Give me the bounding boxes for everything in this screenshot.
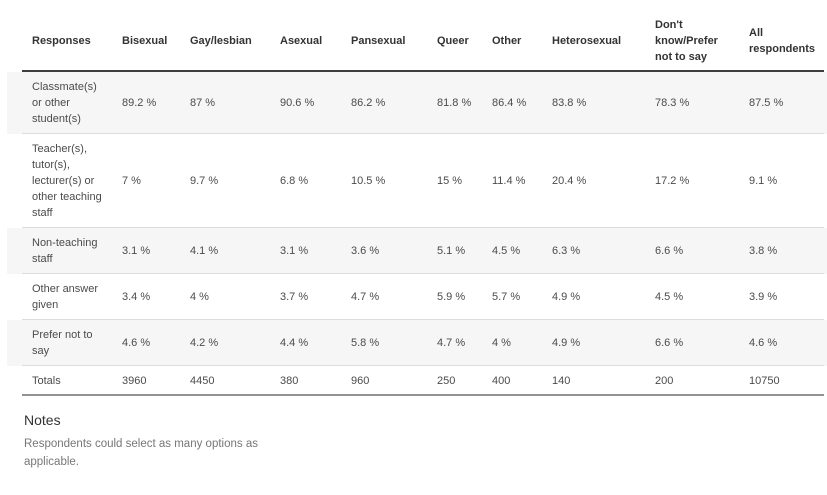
cell-value: 87.5 % xyxy=(749,97,784,109)
cell-value: 140 xyxy=(552,375,571,387)
cell-value: 4.2 % xyxy=(190,337,219,349)
column-header-all-respondents: All respondents xyxy=(749,27,816,55)
cell-value: 4.6 % xyxy=(749,337,778,349)
cell-value: 87 % xyxy=(190,97,216,109)
cell-value: 5.8 % xyxy=(351,337,380,349)
cell-value: 4.9 % xyxy=(552,337,581,349)
column-header-pansexual: Pansexual xyxy=(351,35,406,47)
cell-value: 7 % xyxy=(122,175,141,187)
row-label: Prefer not to say xyxy=(32,329,93,357)
cell-value: 3.8 % xyxy=(749,245,778,257)
row-label: Other answer given xyxy=(32,283,99,311)
cell-value: 9.1 % xyxy=(749,175,778,187)
cell-value: 3.6 % xyxy=(351,245,380,257)
notes-body-text: Respondents could select as many options… xyxy=(24,438,258,468)
cell-value: 4.5 % xyxy=(655,291,684,303)
cell-value: 3.1 % xyxy=(280,245,309,257)
table-header-row: Responses Bisexual Gay/lesbian Asexual P… xyxy=(7,10,827,72)
cell-value: 4.4 % xyxy=(280,337,309,349)
cell-value: 4.5 % xyxy=(492,245,521,257)
table-row-classmates: Classmate(s) or other student(s) 89.2 % … xyxy=(7,72,827,134)
cell-value: 10750 xyxy=(749,375,780,387)
notes-heading: Notes xyxy=(24,412,61,428)
cell-value: 86.2 % xyxy=(351,97,386,109)
column-header-dont-know: Don't know/Prefer not to say xyxy=(655,19,718,63)
cell-value: 4.7 % xyxy=(351,291,380,303)
cell-value: 4.1 % xyxy=(190,245,219,257)
cell-value: 20.4 % xyxy=(552,175,587,187)
cell-value: 3.4 % xyxy=(122,291,151,303)
cell-value: 250 xyxy=(437,375,456,387)
cell-value: 10.5 % xyxy=(351,175,386,187)
table-row-teachers: Teacher(s), tutor(s), lecturer(s) or oth… xyxy=(7,134,827,228)
row-label: Totals xyxy=(32,375,61,387)
table-row-prefer-not-to-say: Prefer not to say 4.6 % 4.2 % 4.4 % 5.8 … xyxy=(7,320,827,366)
cell-value: 4.6 % xyxy=(122,337,151,349)
cell-value: 3.1 % xyxy=(122,245,151,257)
cell-value: 6.6 % xyxy=(655,245,684,257)
column-header-gay-lesbian: Gay/lesbian xyxy=(190,35,252,47)
column-header-bisexual: Bisexual xyxy=(122,35,168,47)
cell-value: 89.2 % xyxy=(122,97,157,109)
cell-value: 3960 xyxy=(122,375,147,387)
cell-value: 4450 xyxy=(190,375,215,387)
cell-value: 78.3 % xyxy=(655,97,690,109)
cell-value: 6.3 % xyxy=(552,245,581,257)
cell-value: 90.6 % xyxy=(280,97,315,109)
cell-value: 15 % xyxy=(437,175,463,187)
column-header-responses: Responses xyxy=(32,35,91,47)
cell-value: 9.7 % xyxy=(190,175,219,187)
column-header-asexual: Asexual xyxy=(280,35,323,47)
column-header-other: Other xyxy=(492,35,522,47)
cell-value: 380 xyxy=(280,375,299,387)
notes-section: Notes Respondents could select as many o… xyxy=(24,412,827,472)
row-label: Teacher(s), tutor(s), lecturer(s) or oth… xyxy=(32,143,102,219)
cell-value: 4.9 % xyxy=(552,291,581,303)
results-table: Responses Bisexual Gay/lesbian Asexual P… xyxy=(7,10,827,396)
cell-value: 960 xyxy=(351,375,370,387)
cell-value: 5.9 % xyxy=(437,291,466,303)
cell-value: 81.8 % xyxy=(437,97,472,109)
cell-value: 200 xyxy=(655,375,674,387)
cell-value: 4.7 % xyxy=(437,337,466,349)
cell-value: 11.4 % xyxy=(492,175,526,187)
cell-value: 400 xyxy=(492,375,511,387)
table-row-totals: Totals 3960 4450 380 960 250 400 140 200… xyxy=(7,366,827,396)
cell-value: 83.8 % xyxy=(552,97,587,109)
table-row-non-teaching-staff: Non-teaching staff 3.1 % 4.1 % 3.1 % 3.6… xyxy=(7,228,827,274)
table-row-other-answer: Other answer given 3.4 % 4 % 3.7 % 4.7 %… xyxy=(7,274,827,320)
column-header-heterosexual: Heterosexual xyxy=(552,35,622,47)
cell-value: 4 % xyxy=(190,291,209,303)
cell-value: 3.7 % xyxy=(280,291,309,303)
column-header-queer: Queer xyxy=(437,35,469,47)
cell-value: 17.2 % xyxy=(655,175,690,187)
cell-value: 6.8 % xyxy=(280,175,309,187)
cell-value: 86.4 % xyxy=(492,97,527,109)
cell-value: 3.9 % xyxy=(749,291,778,303)
row-label: Non-teaching staff xyxy=(32,237,98,265)
cell-value: 5.1 % xyxy=(437,245,466,257)
cell-value: 6.6 % xyxy=(655,337,684,349)
cell-value: 4 % xyxy=(492,337,511,349)
cell-value: 5.7 % xyxy=(492,291,521,303)
row-label: Classmate(s) or other student(s) xyxy=(32,81,97,125)
